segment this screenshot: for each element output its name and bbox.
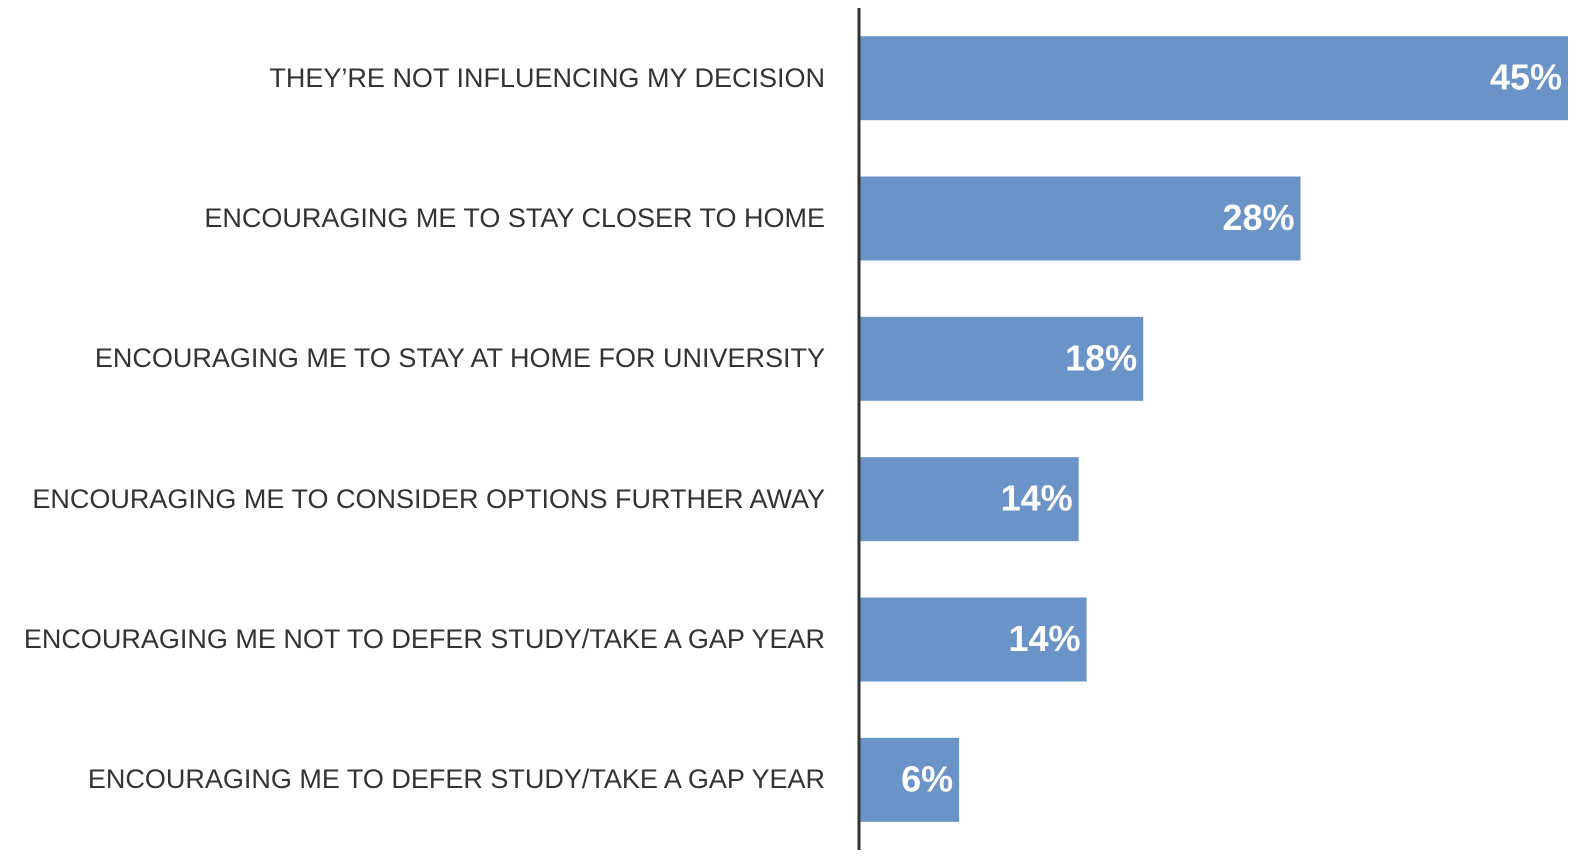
category-label: THEY’RE NOT INFLUENCING MY DECISION (269, 62, 825, 93)
value-label: 14% (1008, 618, 1080, 659)
category-row: ENCOURAGING ME NOT TO DEFER STUDY/TAKE A… (0, 580, 825, 700)
category-row: ENCOURAGING ME TO CONSIDER OPTIONS FURTH… (0, 439, 825, 559)
value-label: 28% (1222, 197, 1294, 238)
category-row: ENCOURAGING ME TO STAY CLOSER TO HOME (0, 159, 825, 279)
category-label: ENCOURAGING ME NOT TO DEFER STUDY/TAKE A… (23, 624, 825, 654)
bar (860, 36, 1568, 121)
bar (860, 316, 1144, 401)
value-label: 6% (901, 758, 953, 799)
category-label: ENCOURAGING ME TO DEFER STUDY/TAKE A GAP… (87, 764, 825, 795)
category-label: ENCOURAGING ME TO STAY CLOSER TO HOME (204, 203, 825, 233)
value-label: 45% (1490, 57, 1562, 98)
category-row: THEY’RE NOT INFLUENCING MY DECISION (0, 18, 825, 138)
bar (860, 176, 1301, 261)
bar (860, 597, 1087, 682)
category-row: ENCOURAGING ME TO STAY AT HOME FOR UNIVE… (0, 299, 825, 419)
category-label: ENCOURAGING ME TO STAY AT HOME FOR UNIVE… (94, 343, 825, 374)
bar (860, 457, 1079, 542)
value-label: 14% (1001, 478, 1073, 519)
bar (860, 737, 960, 822)
category-row: ENCOURAGING ME TO DEFER STUDY/TAKE A GAP… (0, 720, 825, 840)
category-label: ENCOURAGING ME TO CONSIDER OPTIONS FURTH… (32, 483, 825, 514)
value-label: 18% (1065, 337, 1137, 378)
